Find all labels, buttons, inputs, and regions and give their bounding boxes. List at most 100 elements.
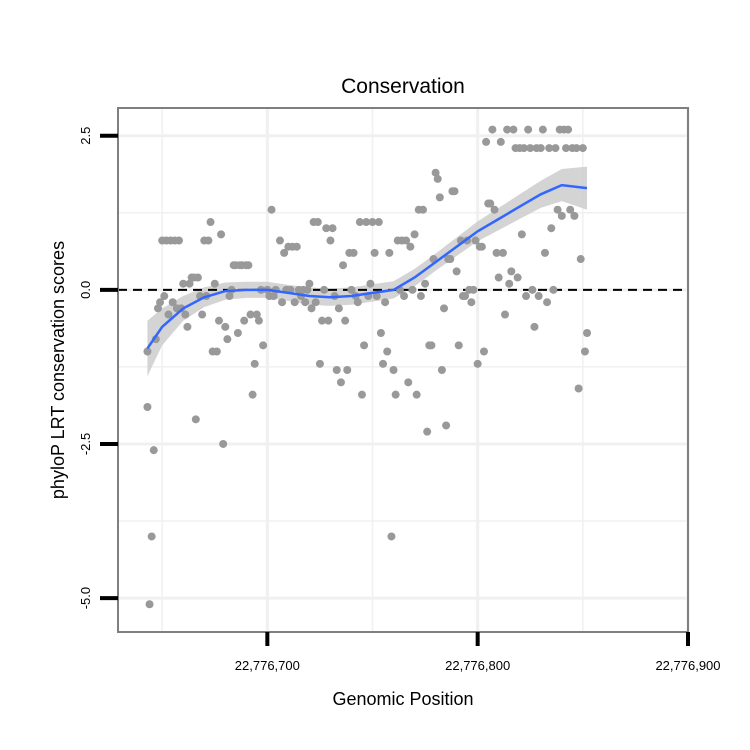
data-point	[311, 298, 320, 307]
data-point	[328, 224, 337, 233]
data-point	[486, 199, 495, 208]
data-point	[583, 329, 592, 338]
data-point	[566, 205, 575, 214]
data-point	[355, 218, 364, 227]
data-point	[360, 341, 369, 350]
data-point	[301, 298, 310, 307]
y-tick-label: 2.5	[78, 127, 93, 145]
data-point	[183, 322, 192, 331]
data-point	[233, 329, 242, 338]
data-point	[391, 390, 400, 399]
data-point	[526, 144, 535, 153]
data-point	[469, 285, 478, 294]
x-tick-label: 22,776,900	[655, 658, 720, 673]
data-point	[324, 316, 333, 325]
y-tick-label: -5.0	[78, 587, 93, 609]
data-point	[290, 298, 299, 307]
data-point	[362, 218, 371, 227]
data-point	[482, 137, 491, 146]
data-point	[534, 292, 543, 301]
data-point	[153, 304, 162, 313]
data-point	[292, 242, 301, 251]
data-point	[517, 230, 526, 239]
data-point	[179, 279, 188, 288]
data-point	[576, 255, 585, 264]
data-point	[149, 446, 158, 455]
data-point	[181, 310, 190, 319]
data-point	[509, 125, 518, 134]
smooth-curve	[146, 183, 588, 350]
data-point	[545, 144, 554, 153]
data-point	[376, 329, 385, 338]
x-tick-label: 22,776,800	[445, 658, 510, 673]
data-point	[446, 255, 455, 264]
data-point	[326, 236, 335, 245]
data-point	[145, 600, 154, 609]
data-point	[313, 218, 322, 227]
data-point	[522, 292, 531, 301]
data-point	[421, 279, 430, 288]
data-point	[479, 347, 488, 356]
data-point	[477, 242, 486, 251]
data-point	[147, 532, 156, 541]
data-point	[372, 292, 381, 301]
data-point	[343, 366, 352, 374]
data-point	[212, 347, 221, 356]
data-point	[442, 421, 451, 430]
data-point	[553, 205, 562, 214]
data-point	[336, 378, 345, 387]
data-point	[381, 298, 390, 307]
data-point	[547, 224, 556, 233]
data-point	[193, 273, 202, 282]
data-point	[524, 125, 533, 134]
data-point	[160, 292, 169, 301]
data-point	[223, 335, 232, 344]
data-point	[347, 285, 356, 294]
data-point	[341, 316, 350, 325]
data-point	[318, 316, 327, 325]
data-point	[507, 267, 516, 276]
data-point	[332, 366, 341, 374]
data-point	[492, 248, 501, 257]
data-point	[551, 144, 560, 153]
data-point	[540, 248, 549, 257]
data-point	[366, 279, 375, 288]
data-point	[536, 144, 545, 153]
data-point	[461, 292, 470, 301]
data-point	[174, 236, 183, 245]
data-point	[164, 310, 173, 319]
data-point	[278, 298, 287, 307]
data-point	[168, 298, 177, 307]
data-point	[543, 298, 552, 307]
data-point	[267, 205, 276, 214]
data-point	[513, 273, 522, 282]
data-point	[501, 310, 510, 319]
data-point	[433, 174, 442, 183]
data-point	[191, 415, 200, 424]
data-point	[379, 359, 388, 368]
data-point	[530, 322, 539, 331]
data-point	[303, 285, 312, 294]
data-point	[440, 304, 449, 313]
data-point	[275, 236, 284, 245]
data-point	[374, 218, 383, 227]
y-axis: 2.5 0.0 -2.5 -5.0	[78, 127, 118, 609]
data-point	[574, 384, 583, 393]
data-point	[404, 378, 413, 387]
plot-border	[117, 107, 689, 633]
data-point	[452, 267, 461, 276]
data-point	[206, 218, 215, 227]
data-point	[143, 402, 152, 411]
data-point	[427, 341, 436, 350]
data-point	[549, 285, 558, 294]
data-point	[410, 230, 419, 239]
x-tick-label: 22,776,700	[235, 658, 300, 673]
data-point	[244, 261, 253, 270]
data-point	[572, 144, 581, 153]
data-point	[435, 193, 444, 202]
data-point	[416, 292, 425, 301]
data-point	[349, 248, 358, 257]
data-point	[580, 347, 589, 356]
data-point	[246, 310, 255, 319]
